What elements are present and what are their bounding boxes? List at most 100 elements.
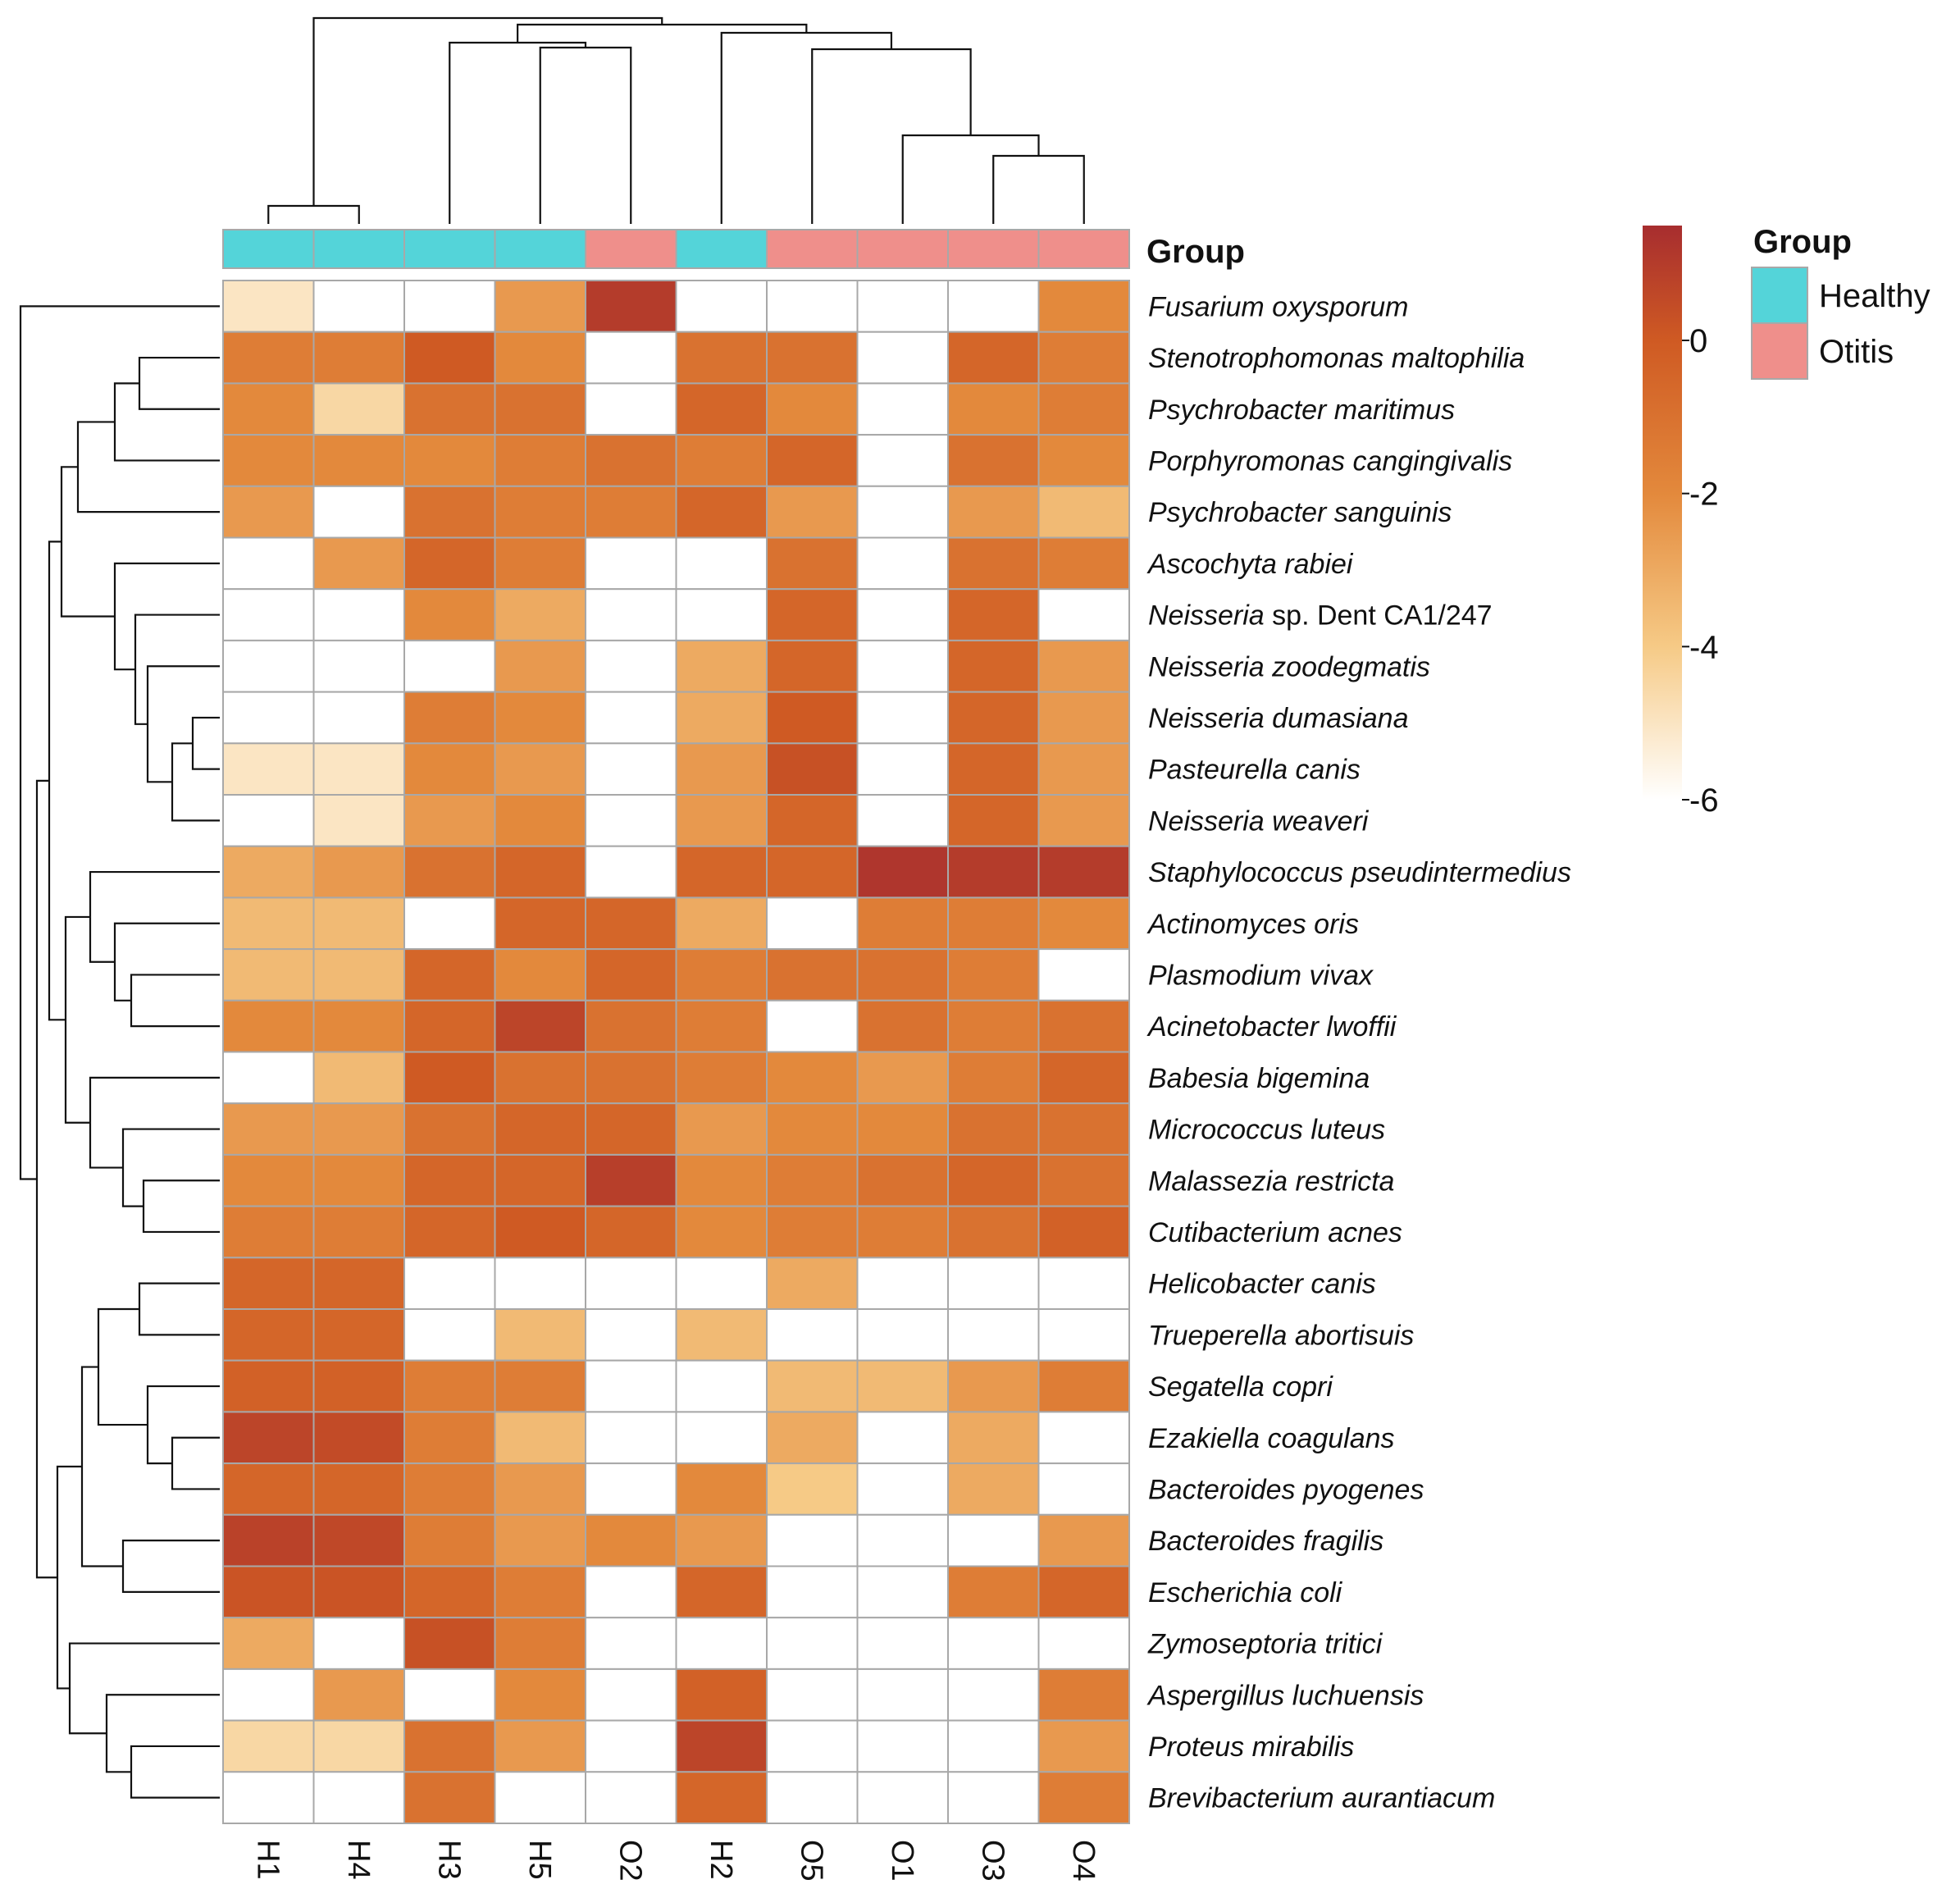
dendrogram-link <box>130 974 220 1028</box>
row-label: Micrococcus luteus <box>1148 1115 1385 1146</box>
heatmap-cell <box>222 999 315 1053</box>
heatmap-cell <box>585 434 677 487</box>
colorbar-tick-label: -2 <box>1689 477 1719 513</box>
dendrogram-link <box>130 1745 220 1799</box>
row-label: Cutibacterium acnes <box>1148 1217 1402 1248</box>
colorbar-tick-label: -4 <box>1689 629 1719 665</box>
heatmap-cell <box>766 434 859 487</box>
heatmap-cell <box>585 1308 677 1362</box>
heatmap-cell <box>856 845 949 899</box>
heatmap-cell <box>585 1617 677 1670</box>
heatmap-cell <box>403 691 496 745</box>
heatmap-cell <box>403 536 496 591</box>
heatmap-cell <box>947 639 1040 693</box>
heatmap-cell <box>675 1771 768 1825</box>
heatmap-cell <box>222 742 315 796</box>
heatmap-cell <box>312 588 405 641</box>
heatmap-cell <box>403 1617 496 1670</box>
heatmap-cell <box>856 1051 949 1105</box>
row-label: Acinetobacter lwoffii <box>1146 1011 1397 1043</box>
heatmap-cell <box>675 382 768 436</box>
annotation-cell-o1 <box>856 229 949 269</box>
heatmap-cell <box>1037 1513 1130 1567</box>
heatmap-cell <box>856 691 949 745</box>
annotation-cell-h2 <box>675 229 768 269</box>
heatmap-cell <box>222 1205 315 1259</box>
heatmap-cell <box>766 1617 859 1670</box>
heatmap-cell <box>766 1102 859 1156</box>
heatmap-cell <box>222 331 315 385</box>
dendrogram-link <box>539 46 632 224</box>
heatmap-cell <box>947 1205 1040 1259</box>
heatmap-cell <box>312 897 405 951</box>
heatmap-cell <box>675 1102 768 1156</box>
heatmap-cell <box>403 639 496 693</box>
heatmap-cell <box>585 794 677 847</box>
colorbar-ticks: 0 -2 -4 -6 <box>1682 323 1719 819</box>
heatmap-cell <box>766 639 859 693</box>
heatmap-cell <box>856 382 949 436</box>
heatmap-cell <box>766 1462 859 1516</box>
heatmap-cell <box>585 1153 677 1207</box>
heatmap-cell <box>766 485 859 539</box>
heatmap-cell <box>766 845 859 899</box>
row-label: Neisseria sp. Dent CA1/247 <box>1148 600 1493 632</box>
heatmap-cell <box>766 1668 859 1722</box>
row-label: Neisseria weaveri <box>1148 805 1370 837</box>
heatmap-cells <box>222 280 1130 1825</box>
heatmap-cell <box>494 948 586 1001</box>
heatmap-cell <box>494 1257 586 1311</box>
heatmap-cell <box>675 845 768 899</box>
heatmap-cell <box>766 280 859 333</box>
column-dendrogram <box>267 16 1085 224</box>
heatmap-cell <box>222 1617 315 1670</box>
heatmap-cell <box>222 382 315 436</box>
heatmap-cell <box>1037 1051 1130 1105</box>
heatmap-cell <box>585 536 677 591</box>
heatmap-cell <box>494 639 586 693</box>
heatmap-cell <box>766 794 859 847</box>
heatmap-cell <box>222 1051 315 1105</box>
group-legend: Healthy Otitis <box>1751 267 1930 380</box>
heatmap-cell <box>947 382 1040 436</box>
heatmap-cell <box>1037 1771 1130 1825</box>
heatmap-cell <box>947 1565 1040 1619</box>
heatmap-cell <box>312 331 405 385</box>
heatmap-cell <box>585 1513 677 1567</box>
heatmap-cell <box>403 434 496 487</box>
row-label-name: Malassezia restricta <box>1148 1166 1394 1197</box>
row-label-name: Brevibacterium aurantiacum <box>1148 1783 1495 1814</box>
heatmap-cell <box>766 1257 859 1311</box>
heatmap-cell <box>494 1565 586 1619</box>
heatmap-cell <box>675 588 768 641</box>
heatmap-cell <box>222 1308 315 1362</box>
heatmap-cell <box>856 331 949 385</box>
heatmap-cell <box>947 485 1040 539</box>
heatmap-cell <box>766 691 859 745</box>
heatmap-cell <box>494 1205 586 1259</box>
heatmap-cell <box>766 999 859 1053</box>
heatmap-cell <box>947 1462 1040 1516</box>
row-label-name: Proteus mirabilis <box>1148 1731 1354 1763</box>
heatmap-cell <box>585 1771 677 1825</box>
heatmap-cell <box>766 536 859 591</box>
row-label-name: Staphylococcus pseudintermedius <box>1148 857 1571 888</box>
heatmap-cell <box>856 588 949 641</box>
dendrogram-link <box>68 1642 220 1735</box>
heatmap-cell <box>222 639 315 693</box>
heatmap-cell <box>1037 794 1130 847</box>
heatmap-cell <box>585 691 677 745</box>
heatmap-cell <box>222 1102 315 1156</box>
heatmap-cell <box>675 485 768 539</box>
heatmap-cell <box>222 1668 315 1722</box>
heatmap-cell <box>766 1565 859 1619</box>
heatmap-cell <box>312 1513 405 1567</box>
heatmap-cell <box>1037 1462 1130 1516</box>
heatmap-cell <box>585 1668 677 1722</box>
heatmap-cell <box>403 1565 496 1619</box>
heatmap-cell <box>403 1153 496 1207</box>
heatmap-cell <box>403 1462 496 1516</box>
heatmap-cell <box>766 1719 859 1773</box>
heatmap-cell <box>494 1359 586 1413</box>
